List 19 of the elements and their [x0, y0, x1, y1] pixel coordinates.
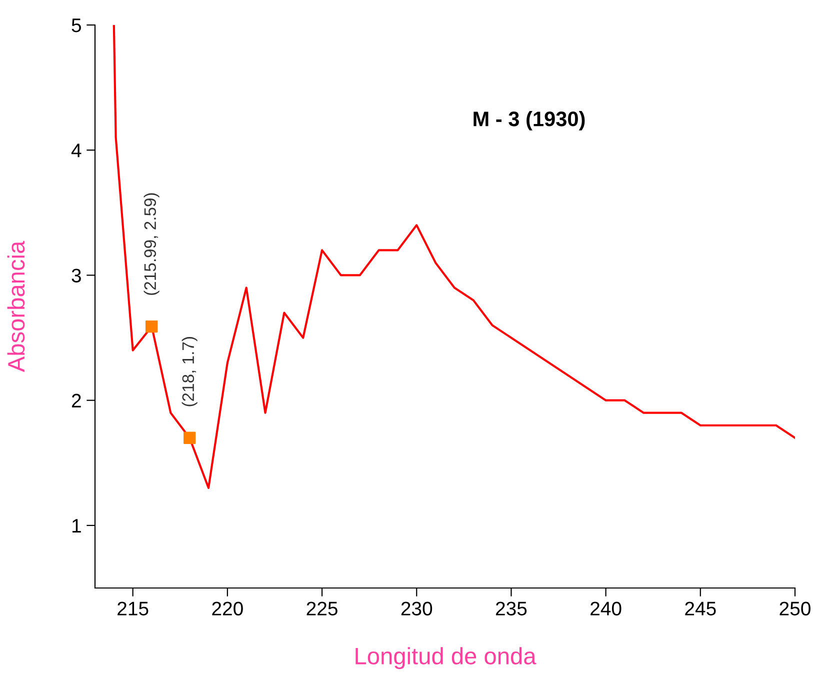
annotation: (218, 1.7) — [182, 337, 198, 406]
x-tick-label: 240 — [590, 602, 622, 616]
text: M - 3 (1930) — [474, 111, 585, 130]
x-tick-label: 235 — [496, 602, 527, 616]
x-tick-label: 245 — [685, 602, 716, 616]
annotation: (215.99, 2.59) — [144, 193, 160, 295]
y-tick-label: 4 — [71, 144, 82, 158]
x-tick-label: 220 — [212, 602, 243, 616]
x-axis-title: Longitud de onda — [356, 647, 536, 670]
x-tick-label: 250 — [780, 602, 810, 616]
y-tick-label: 2 — [72, 394, 81, 408]
y-tick-label: 5 — [72, 18, 81, 32]
y-axis-title: Absorbancia — [7, 240, 25, 372]
x-tick-label: 230 — [401, 602, 432, 616]
x-tick-label: 225 — [306, 602, 338, 616]
x-tick-label: 215 — [118, 602, 148, 616]
y-tick-label: 1 — [72, 519, 81, 532]
y-tick-label: 3 — [72, 268, 81, 282]
line-series — [112, 25, 795, 489]
